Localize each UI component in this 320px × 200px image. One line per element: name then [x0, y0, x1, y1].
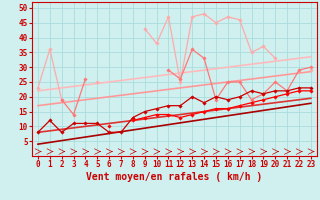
X-axis label: Vent moyen/en rafales ( km/h ): Vent moyen/en rafales ( km/h )	[86, 172, 262, 182]
